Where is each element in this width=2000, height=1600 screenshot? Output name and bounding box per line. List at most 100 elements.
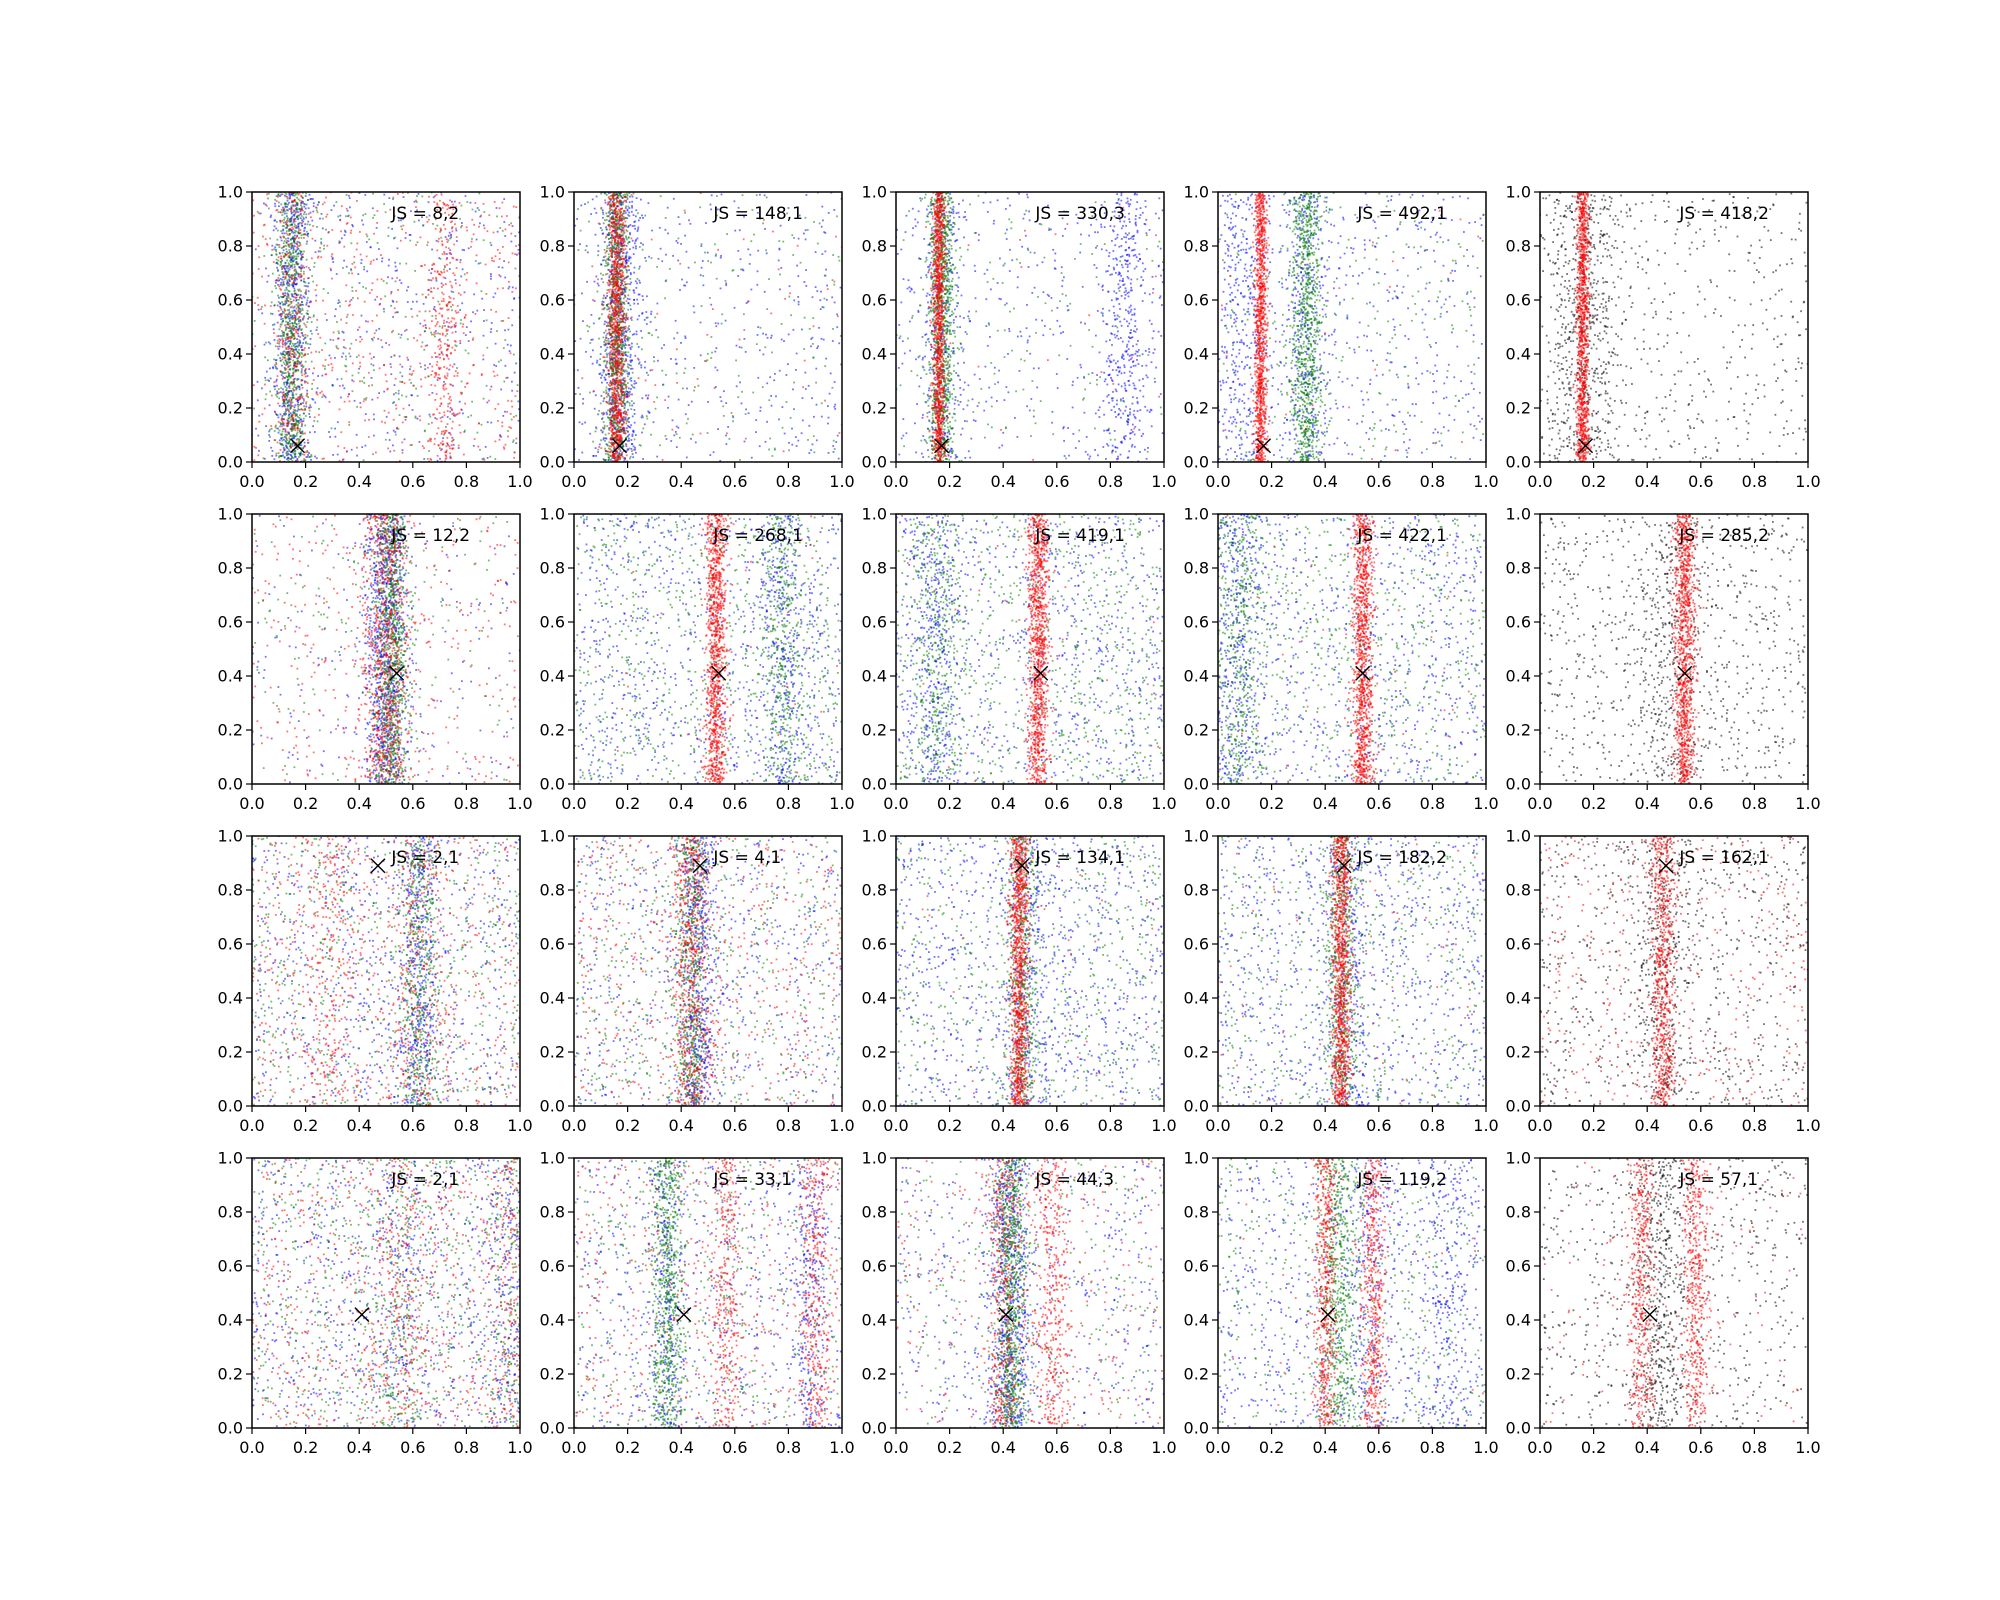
data-point (303, 405, 305, 407)
data-point (273, 328, 275, 330)
data-point (286, 425, 288, 427)
data-point (607, 409, 609, 411)
data-point (300, 455, 302, 457)
data-point (410, 234, 412, 236)
data-point (436, 240, 438, 242)
data-point (271, 245, 273, 247)
data-point (292, 417, 294, 419)
data-point (407, 286, 409, 288)
data-point (833, 209, 835, 211)
data-point (292, 227, 294, 229)
data-point (363, 377, 365, 379)
data-point (331, 278, 333, 280)
data-point (283, 377, 285, 379)
data-point (625, 354, 627, 356)
data-point (443, 358, 445, 360)
data-point (276, 267, 278, 269)
data-point (356, 434, 358, 436)
data-point (502, 287, 504, 289)
data-point (291, 456, 293, 458)
data-point (370, 247, 372, 249)
data-point (461, 205, 463, 207)
data-point (399, 279, 401, 281)
data-point (442, 333, 444, 335)
data-point (770, 395, 772, 397)
data-point (436, 361, 438, 363)
data-point (420, 366, 422, 368)
data-point (425, 296, 427, 298)
data-point (509, 286, 511, 288)
data-point (271, 249, 273, 251)
data-point (338, 300, 340, 302)
data-point (286, 368, 288, 370)
data-point (296, 435, 298, 437)
data-point (430, 272, 432, 274)
data-point (282, 431, 284, 433)
data-point (283, 267, 285, 269)
data-point (287, 196, 289, 198)
data-point (457, 305, 459, 307)
data-point (439, 231, 441, 233)
data-point (298, 452, 300, 454)
data-point (466, 201, 468, 203)
data-point (312, 211, 314, 213)
data-point (279, 253, 281, 255)
data-point (278, 343, 280, 345)
data-point (449, 253, 451, 255)
data-point (325, 229, 327, 231)
data-point (425, 377, 427, 379)
data-point (394, 262, 396, 264)
data-point (297, 422, 299, 424)
data-point (388, 227, 390, 229)
data-point (363, 398, 365, 400)
data-point (508, 329, 510, 331)
data-point (598, 338, 600, 340)
data-point (274, 439, 276, 441)
data-point (420, 334, 422, 336)
data-point (281, 301, 283, 303)
data-point (597, 245, 599, 247)
data-point (397, 289, 399, 291)
data-point (838, 342, 840, 344)
data-point (630, 282, 632, 284)
data-point (289, 224, 291, 226)
data-point (337, 445, 339, 447)
data-point (289, 443, 291, 445)
data-point (332, 384, 334, 386)
data-point (639, 444, 641, 446)
data-point (494, 375, 496, 377)
data-point (840, 287, 842, 289)
data-point (276, 363, 278, 365)
data-point (600, 439, 602, 441)
data-point (306, 241, 308, 243)
data-point (309, 456, 311, 458)
data-point (421, 196, 423, 198)
data-point (503, 446, 505, 448)
data-point (344, 447, 346, 449)
data-point (603, 370, 605, 372)
data-point (282, 265, 284, 267)
data-point (636, 197, 638, 199)
data-point (491, 260, 493, 262)
data-point (293, 255, 295, 257)
data-point (284, 399, 286, 401)
data-point (286, 362, 288, 364)
data-point (291, 205, 293, 207)
data-point (632, 247, 634, 249)
data-point (810, 345, 812, 347)
data-point (482, 359, 484, 361)
data-point (365, 213, 367, 215)
data-point (422, 445, 424, 447)
data-point (306, 395, 308, 397)
data-point (431, 315, 433, 317)
data-point (284, 397, 286, 399)
data-point (275, 413, 277, 415)
data-point (465, 195, 467, 197)
data-point (273, 248, 275, 250)
data-point (423, 447, 425, 449)
data-point (646, 415, 648, 417)
data-point (303, 296, 305, 298)
data-point (433, 263, 435, 265)
data-point (433, 287, 435, 289)
data-point (491, 322, 493, 324)
